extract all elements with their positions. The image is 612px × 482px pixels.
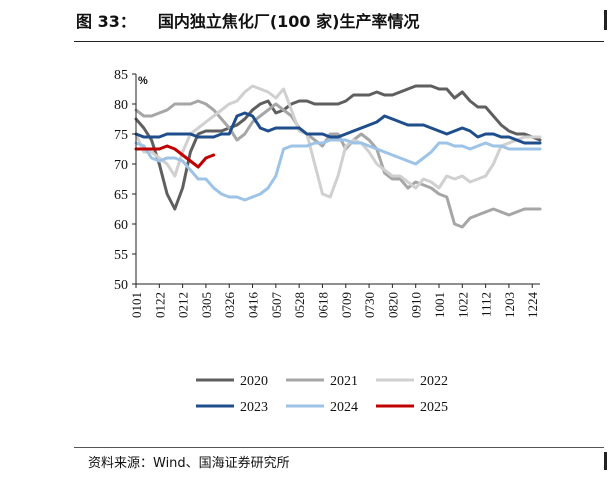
x-tick-label: 0416 <box>246 292 261 319</box>
legend-label-2025: 2025 <box>420 400 448 415</box>
source-note: 资料来源：Wind、国海证券研究所 <box>88 456 290 471</box>
series-line-2020 <box>134 84 542 211</box>
figure-title: 国内独立焦化厂(100 家)生产率情况 <box>157 12 420 31</box>
y-tick-label: 75 <box>114 128 128 143</box>
legend-label-2020: 2020 <box>240 374 268 389</box>
y-tick-label: 85 <box>114 68 128 83</box>
legend-label-2022: 2022 <box>420 374 448 389</box>
y-tick-label: 70 <box>114 158 128 173</box>
x-tick-label: 0507 <box>269 292 284 319</box>
x-tick-label: 0910 <box>409 292 424 318</box>
series-line-2021 <box>134 99 542 229</box>
legend-label-2024: 2024 <box>330 400 358 415</box>
figure-header: 图 33： 国内独立焦化厂(100 家)生产率情况 <box>76 8 419 32</box>
x-tick-label: 0730 <box>362 292 377 318</box>
series-line-2025 <box>134 144 216 169</box>
x-tick-label: 1001 <box>432 292 447 318</box>
axes: 50 55 60 65 70 75 80 85 % 0101 0122 0212 0305 0326 041… <box>114 68 540 318</box>
y-tick-label: 55 <box>114 248 128 263</box>
x-tick-label: 0326 <box>222 292 237 319</box>
x-tick-label: 0528 <box>292 292 307 318</box>
page-edge-mark-bottom <box>604 452 607 470</box>
x-tick-label: 1203 <box>502 292 517 318</box>
header-rule <box>74 41 604 42</box>
legend-label-2021: 2021 <box>330 374 358 389</box>
x-tick-label: 0305 <box>199 292 214 318</box>
x-tick-label: 1022 <box>455 292 470 318</box>
y-tick-label: 60 <box>114 218 128 233</box>
y-tick-label: 65 <box>114 188 128 203</box>
legend-label-2023: 2023 <box>240 400 268 415</box>
page-edge-mark <box>604 10 607 30</box>
x-tick-label: 0212 <box>176 292 191 318</box>
y-tick-label: 80 <box>114 98 128 113</box>
x-tick-label: 0820 <box>385 292 400 318</box>
x-tick-label: 0122 <box>152 292 167 318</box>
figure-label: 图 33： <box>76 12 136 31</box>
series-line-2022 <box>134 84 542 199</box>
x-tick-label: 0709 <box>339 292 354 318</box>
y-tick-label: 50 <box>114 278 128 293</box>
footer-rule <box>74 447 604 448</box>
x-tick-label: 1224 <box>525 292 540 319</box>
series-line-2023 <box>134 111 542 145</box>
x-tick-label: 0618 <box>315 292 330 318</box>
legend: 2020 2021 2022 2023 2024 2025 <box>196 374 448 415</box>
series-lines <box>134 84 542 229</box>
x-tick-label: 1112 <box>479 292 494 317</box>
series-line-2024 <box>134 138 542 202</box>
x-tick-label: 0101 <box>129 292 144 318</box>
y-unit-label: % <box>138 75 148 87</box>
